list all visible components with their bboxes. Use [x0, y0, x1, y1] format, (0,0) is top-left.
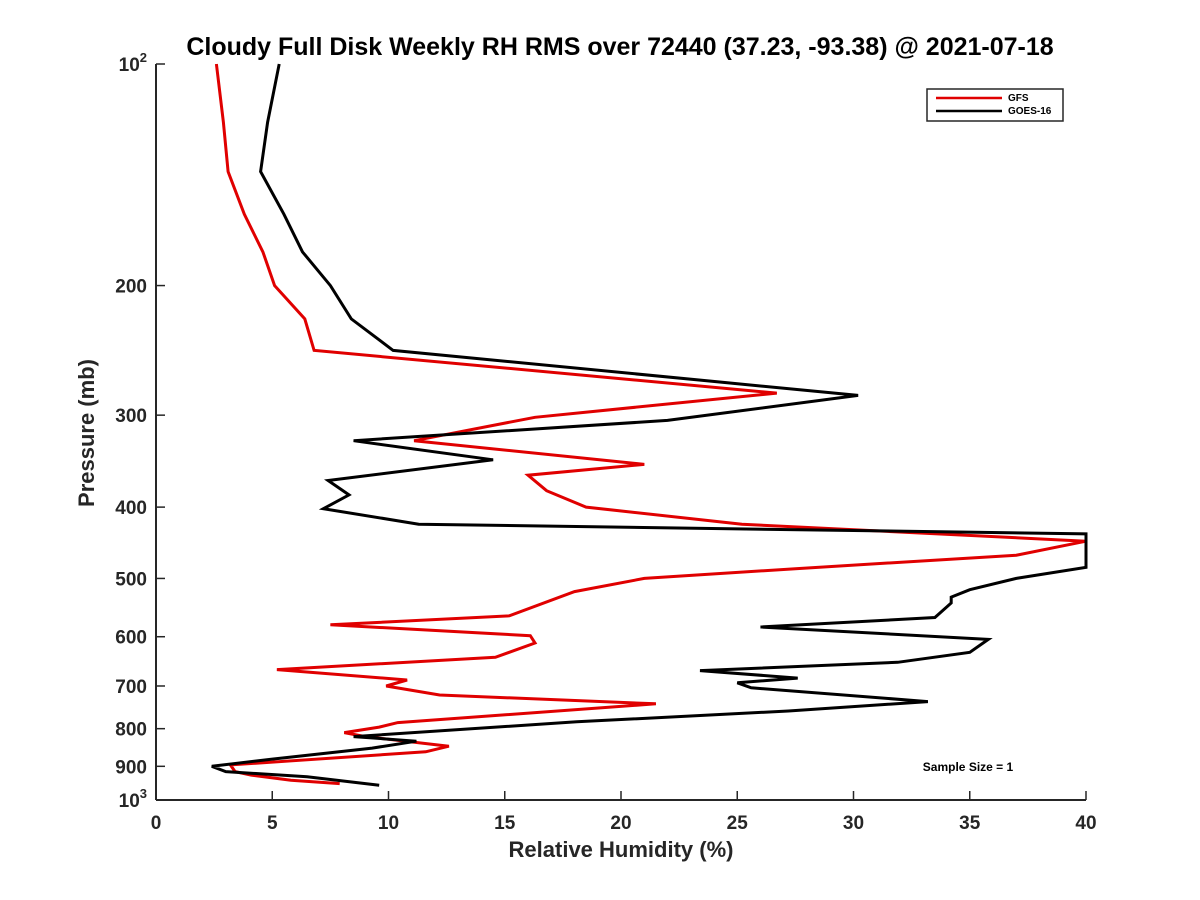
y-tick-label: 103	[119, 786, 147, 812]
y-tick-label: 800	[115, 720, 147, 741]
x-axis-ticks: 0 5 10 15 20 25 30 35 40	[151, 791, 1097, 834]
x-axis-label: Relative Humidity (%)	[509, 837, 734, 862]
legend-label-gfs: GFS	[1008, 93, 1029, 104]
y-axis-label: Pressure (mb)	[74, 359, 99, 507]
x-tick-label: 5	[267, 813, 278, 834]
x-tick-label: 35	[959, 813, 981, 834]
y-tick-label: 400	[115, 498, 147, 519]
legend: GFS GOES-16	[926, 88, 1064, 122]
legend-box	[926, 88, 1064, 122]
y-tick-label: 500	[115, 569, 147, 590]
x-tick-label: 25	[727, 813, 749, 834]
series-line-goes16	[211, 63, 1088, 787]
x-tick-label: 20	[610, 813, 631, 834]
y-tick-label: 600	[115, 628, 147, 649]
sample-size-annotation: Sample Size = 1	[923, 760, 1014, 774]
series-lines	[211, 63, 1088, 787]
y-tick-label: 900	[115, 757, 147, 778]
y-tick-exponent: 3	[140, 786, 147, 801]
plot-area	[155, 64, 1086, 801]
y-tick-base: 10	[119, 791, 140, 812]
x-tick-label: 15	[494, 813, 516, 834]
legend-label-goes16: GOES-16	[1008, 106, 1052, 117]
y-tick-exponent: 2	[140, 50, 147, 65]
x-tick-label: 10	[378, 813, 399, 834]
y-tick-label: 700	[115, 677, 147, 698]
x-tick-label: 0	[151, 813, 162, 834]
y-tick-base: 10	[119, 55, 140, 76]
y-tick-label: 200	[115, 277, 147, 298]
chart-title: Cloudy Full Disk Weekly RH RMS over 7244…	[186, 33, 1053, 61]
y-tick-label: 102	[119, 50, 147, 76]
series-line-gfs	[214, 63, 1087, 786]
x-tick-label: 40	[1075, 813, 1096, 834]
y-tick-label: 300	[115, 406, 147, 427]
x-tick-label: 30	[843, 813, 864, 834]
